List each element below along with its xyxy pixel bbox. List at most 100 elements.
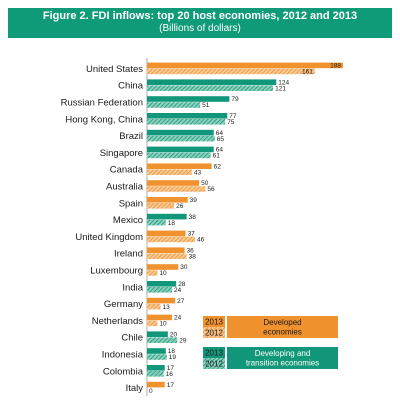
bar-2013-united-states [147, 62, 343, 69]
bar-2012-united-states [147, 68, 315, 75]
data-label-2012-russian-federation: 51 [202, 102, 210, 109]
category-label-netherlands: Netherlands [92, 316, 143, 327]
bar-2013-colombia [147, 365, 165, 371]
chart-title: Figure 2. FDI inflows: top 20 host econo… [42, 10, 358, 22]
data-label-2013-singapore: 64 [216, 147, 224, 154]
bar-2012-germany [147, 303, 161, 310]
bar-2012-netherlands [147, 320, 158, 327]
bar-2012-luxembourg [147, 270, 158, 276]
category-label-hong-kong-china: Hong Kong, China [65, 114, 143, 125]
category-label-indonesia: Indonesia [102, 350, 144, 361]
data-label-2012-hong-kong-china: 75 [227, 119, 235, 126]
data-label-2013-australia: 50 [201, 180, 209, 187]
data-label-2013-spain: 39 [190, 197, 198, 204]
category-label-china: China [118, 81, 144, 92]
chart-subtitle: (Billions of dollars) [159, 23, 241, 34]
data-label-2012-united-kingdom: 46 [197, 237, 205, 244]
data-label-2013-united-states: 188 [330, 63, 341, 70]
legend-swatch-2013-developed [203, 316, 225, 327]
bar-2013-mexico [147, 213, 187, 220]
category-label-united-kingdom: United Kingdom [75, 232, 143, 243]
category-label-italy: Italy [126, 383, 144, 394]
bar-2013-canada [147, 163, 212, 169]
data-label-2012-germany: 13 [163, 304, 171, 311]
legend-year-2012-developed: 2012 [205, 329, 223, 338]
bar-2012-indonesia [147, 354, 167, 360]
data-label-2012-china: 121 [275, 85, 286, 92]
data-label-2013-china: 124 [278, 79, 289, 86]
category-label-australia: Australia [106, 182, 144, 193]
bar-2012-australia [147, 186, 206, 192]
bar-2012-spain [147, 203, 175, 209]
category-label-canada: Canada [110, 165, 144, 176]
legend-swatch-2012-developing [203, 358, 225, 369]
bar-2013-luxembourg [147, 264, 179, 270]
bar-2013-hong-kong-china [147, 113, 228, 119]
data-label-2013-luxembourg: 30 [180, 264, 188, 271]
data-label-2013-ireland: 36 [187, 247, 195, 254]
data-label-2013-mexico: 38 [189, 214, 197, 221]
data-label-2012-italy: 0 [149, 388, 153, 395]
legend-label-box-developed [227, 316, 338, 338]
bar-2013-russian-federation [147, 96, 230, 102]
category-label-luxembourg: Luxembourg [90, 266, 143, 277]
bar-2012-india [147, 287, 173, 293]
legend-year-2013-developed: 2013 [205, 318, 223, 327]
category-label-colombia: Colombia [103, 366, 144, 377]
bar-2013-italy [147, 381, 165, 388]
data-label-2012-mexico: 18 [168, 220, 176, 227]
data-label-2012-chile: 29 [179, 337, 187, 344]
legend-label-developing: Developing and transition economies [246, 349, 319, 368]
bar-2012-united-kingdom [147, 236, 195, 243]
data-label-2012-indonesia: 19 [169, 354, 177, 361]
data-label-2012-brazil: 65 [217, 136, 225, 143]
data-label-2012-netherlands: 10 [159, 321, 167, 328]
bar-2013-netherlands [147, 314, 173, 321]
data-label-2013-hong-kong-china: 77 [229, 113, 237, 120]
data-label-2012-singapore: 61 [213, 153, 221, 160]
bar-2013-ireland [147, 247, 185, 253]
category-label-brazil: Brazil [119, 131, 143, 142]
bar-2012-chile [147, 337, 178, 343]
bar-2013-australia [147, 180, 200, 186]
bar-2013-brazil [147, 129, 214, 136]
data-label-2013-netherlands: 24 [174, 315, 182, 322]
legend: 2013 2012 Developed economies 2013 2012 Develo… [203, 316, 338, 369]
data-label-2012-united-states: 161 [302, 69, 313, 76]
chart-title-banner: Figure 2. FDI inflows: top 20 host econo… [8, 8, 392, 38]
bar-2012-mexico [147, 219, 166, 226]
category-label-india: India [122, 282, 143, 293]
data-label-2012-australia: 56 [207, 186, 215, 193]
category-label-mexico: Mexico [113, 215, 143, 226]
bar-2013-china [147, 79, 277, 85]
category-label-chile: Chile [121, 333, 143, 344]
data-label-2012-luxembourg: 10 [159, 270, 167, 277]
legend-label-box-developing [227, 347, 338, 369]
category-label-singapore: Singapore [100, 148, 143, 159]
bar-2013-chile [147, 331, 168, 337]
bar-2012-ireland [147, 253, 187, 259]
data-label-2013-russian-federation: 79 [231, 96, 239, 103]
data-label-2013-colombia: 17 [167, 365, 175, 372]
data-label-2012-india: 24 [174, 287, 182, 294]
data-label-2012-spain: 26 [176, 203, 184, 210]
data-label-2012-colombia: 16 [166, 371, 174, 378]
data-label-2013-united-kingdom: 37 [188, 231, 196, 238]
legend-swatch-2012-developed [203, 327, 225, 338]
data-label-2012-canada: 43 [194, 169, 202, 176]
bar-2013-spain [147, 197, 188, 203]
category-label-united-states: United States [86, 64, 143, 75]
bar-2012-singapore [147, 152, 211, 159]
bar-2012-russian-federation [147, 102, 201, 108]
category-label-germany: Germany [104, 299, 143, 310]
data-label-2013-indonesia: 18 [168, 348, 176, 355]
bar-2013-singapore [147, 146, 214, 153]
data-label-2013-chile: 20 [170, 331, 178, 338]
legend-label-developed: Developed economies [263, 318, 302, 337]
data-label-2013-india: 28 [178, 281, 186, 288]
data-label-2013-germany: 27 [177, 298, 185, 305]
bar-2012-colombia [147, 371, 164, 377]
legend-swatch-2013-developing [203, 347, 225, 358]
